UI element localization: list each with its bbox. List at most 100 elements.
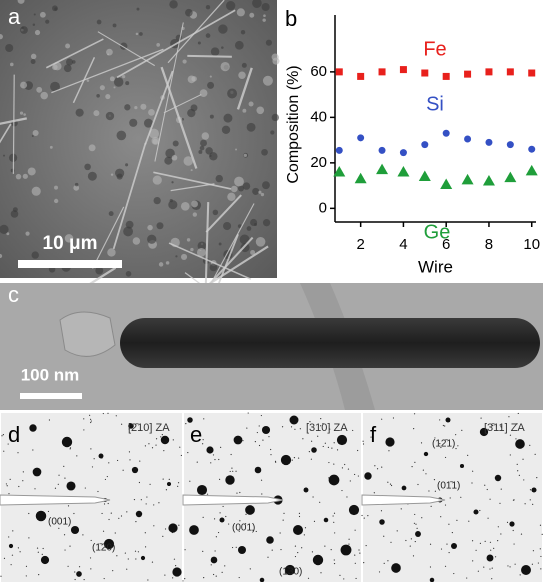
speckle	[367, 515, 368, 516]
speckle	[275, 461, 276, 462]
speckle	[146, 496, 147, 497]
speckle	[20, 551, 21, 552]
speckle	[355, 563, 356, 564]
speckle	[92, 466, 93, 467]
speckle	[152, 447, 153, 448]
speckle	[123, 470, 124, 471]
speckle	[129, 451, 130, 452]
texture	[266, 40, 272, 46]
speckle	[331, 549, 332, 550]
texture	[87, 79, 90, 82]
texture	[263, 76, 273, 86]
speckle	[513, 500, 514, 501]
speckle	[219, 512, 220, 513]
speckle	[533, 550, 534, 551]
spot	[379, 519, 385, 525]
zone-axis: [2̄10] ZA	[128, 422, 170, 434]
speckle	[101, 513, 102, 514]
texture	[88, 172, 97, 181]
texture	[256, 237, 266, 247]
speckle	[305, 527, 306, 528]
texture	[153, 176, 162, 185]
speckle	[135, 551, 136, 552]
speckle	[515, 438, 516, 439]
texture	[170, 199, 173, 202]
speckle	[536, 477, 537, 478]
speckle	[309, 451, 310, 452]
speckle	[3, 451, 4, 452]
speckle	[455, 448, 456, 449]
speckle	[414, 413, 415, 414]
spot-index: (001)	[232, 523, 255, 534]
spot	[141, 556, 145, 560]
speckle	[405, 540, 406, 541]
panel-label: d	[8, 422, 20, 447]
speckle	[26, 566, 27, 567]
texture	[256, 106, 264, 114]
speckle	[291, 426, 292, 427]
point	[528, 70, 535, 77]
speckle	[401, 508, 402, 509]
zone-axis: [310] ZA	[306, 422, 348, 434]
texture	[181, 202, 190, 211]
speckle	[270, 449, 271, 450]
speckle	[379, 571, 380, 572]
texture	[45, 20, 49, 24]
texture	[32, 251, 39, 258]
speckle	[138, 551, 139, 552]
speckle	[185, 423, 186, 424]
texture	[210, 76, 212, 78]
texture	[140, 104, 146, 110]
texture	[200, 89, 208, 97]
speckle	[323, 446, 324, 447]
spot	[446, 418, 451, 423]
speckle	[358, 549, 359, 550]
speckle	[141, 499, 142, 500]
texture	[34, 13, 36, 15]
speckle	[147, 579, 148, 580]
speckle	[3, 434, 4, 435]
speckle	[211, 564, 212, 565]
x-axis-label: Wire	[418, 257, 453, 276]
spot	[364, 472, 371, 479]
texture	[210, 264, 218, 272]
spot	[311, 447, 317, 453]
texture	[172, 155, 178, 161]
speckle	[431, 506, 432, 507]
texture	[250, 219, 257, 226]
texture	[114, 77, 123, 86]
texture	[213, 210, 218, 215]
speckle	[333, 515, 334, 516]
speckle	[117, 460, 118, 461]
speckle	[334, 442, 335, 443]
spot	[329, 475, 340, 486]
texture	[191, 104, 198, 111]
texture	[10, 63, 14, 67]
speckle	[417, 484, 418, 485]
spot	[161, 436, 169, 444]
texture	[183, 59, 187, 63]
texture	[252, 188, 259, 195]
speckle	[439, 419, 440, 420]
texture	[209, 152, 217, 160]
speckle	[357, 450, 358, 451]
texture	[166, 261, 170, 265]
speckle	[152, 561, 153, 562]
texture	[235, 41, 244, 50]
spot	[167, 482, 171, 486]
texture	[107, 248, 115, 256]
texture	[247, 226, 252, 231]
point	[400, 149, 407, 156]
texture	[25, 231, 29, 235]
texture	[270, 130, 274, 134]
speckle	[304, 534, 305, 535]
speckle	[156, 438, 157, 439]
point	[357, 73, 364, 80]
texture	[263, 14, 266, 17]
point	[485, 139, 492, 146]
speckle	[414, 523, 415, 524]
speckle	[434, 479, 435, 480]
speckle	[489, 499, 490, 500]
texture	[110, 76, 115, 81]
composition-chart: b 0204060246810WireComposition (%)FeSiGe	[285, 6, 540, 277]
